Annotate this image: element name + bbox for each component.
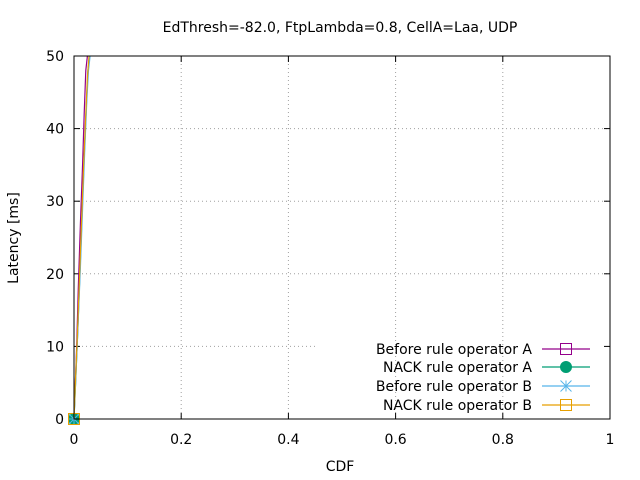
x-tick-label: 1 — [606, 432, 615, 448]
y-axis-label: Latency [ms] — [6, 192, 22, 284]
y-tick-label: 10 — [46, 339, 64, 355]
plot-frame — [73, 55, 611, 420]
x-tick-label: 0.8 — [492, 432, 514, 448]
y-tick-label: 0 — [55, 412, 64, 428]
series-line-4 — [73, 55, 90, 420]
x-tick-label: 0.6 — [384, 432, 406, 448]
legend-label: Before rule operator A — [376, 342, 532, 358]
x-tick-label: 0 — [70, 432, 79, 448]
legend-label: NACK rule operator A — [383, 360, 532, 376]
legend-label: NACK rule operator B — [383, 398, 532, 414]
series-lines — [68, 55, 91, 425]
y-tick-label: 20 — [46, 267, 64, 283]
chart-title: EdThresh=-82.0, FtpLambda=0.8, CellA=Laa… — [163, 20, 518, 36]
marker-stroke — [560, 380, 572, 392]
y-tick-label: 40 — [46, 122, 64, 138]
legend-label: Before rule operator B — [376, 379, 532, 395]
x-tick-label: 0.2 — [170, 432, 192, 448]
x-axis-label: CDF — [326, 459, 355, 475]
legend-swatch-marker — [560, 343, 572, 355]
grid-lines — [74, 56, 610, 419]
legend: Before rule operator A NACK rule operator… — [376, 342, 590, 414]
legend-swatch-marker — [560, 380, 572, 392]
legend-swatch-marker — [560, 361, 572, 373]
y-tick-label: 30 — [46, 194, 64, 210]
y-tick-label: 50 — [46, 49, 64, 65]
x-tick-label: 0.4 — [277, 432, 299, 448]
legend-swatch-marker — [560, 399, 572, 411]
